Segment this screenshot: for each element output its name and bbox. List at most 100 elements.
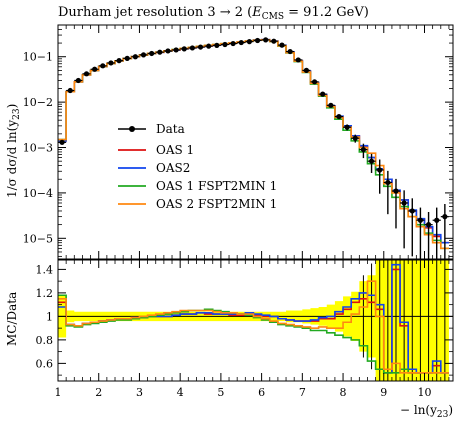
data-point <box>425 222 432 228</box>
x-tick-label: 1 <box>55 386 62 399</box>
data-point <box>311 79 318 85</box>
main-ticks: 10−5 10−4 10−3 10−2 10−1 <box>23 24 453 259</box>
data-point <box>75 77 81 84</box>
data-point <box>197 44 204 50</box>
data-point <box>230 40 236 47</box>
data-point <box>263 37 269 43</box>
data-point <box>393 188 399 194</box>
main-frame <box>57 24 454 260</box>
series-line-oas-1-fspt2min-1 <box>58 39 449 250</box>
data-point <box>368 158 375 164</box>
legend-label-oas2-fspt2min1: OAS 2 FSPT2MIN 1 <box>156 197 277 211</box>
series-line-oas2 <box>58 38 449 244</box>
data-point <box>132 54 138 60</box>
y-tick-label: 10−3 <box>23 142 53 155</box>
x-tick-label: 7 <box>299 386 306 399</box>
legend-item-oas2-fspt2min1: OAS 2 FSPT2MIN 1 <box>118 197 277 211</box>
data-point <box>295 57 301 63</box>
data-point <box>271 38 277 44</box>
data-point <box>92 66 98 72</box>
y-tick-label: 10−4 <box>23 187 53 200</box>
data-points <box>58 37 449 259</box>
ratio-y-axis-label: MC/Data <box>5 292 19 346</box>
data-point <box>409 208 415 214</box>
data-point <box>149 50 155 57</box>
data-point <box>181 46 187 52</box>
series-line-oas-1 <box>58 38 449 244</box>
legend: Data OAS 1 OAS2 OAS 1 FSPT2MIN 1 OAS 2 F… <box>118 122 277 211</box>
main-panel: 10−5 10−4 10−3 10−2 10−1 1/σ dσ/d ln(y23) <box>5 24 454 260</box>
main-series <box>58 38 449 250</box>
data-point <box>401 200 407 206</box>
x-tick-label: 3 <box>136 386 143 399</box>
data-point <box>140 52 147 58</box>
data-point <box>336 113 342 120</box>
data-point <box>173 47 179 53</box>
data-point <box>352 135 358 141</box>
legend-label-oas1-fspt2min1: OAS 1 FSPT2MIN 1 <box>156 179 277 193</box>
data-point <box>417 217 424 223</box>
data-point <box>189 45 195 51</box>
data-point <box>124 55 130 61</box>
x-tick-label: 6 <box>258 386 265 399</box>
y-tick-label: 10−5 <box>23 232 53 245</box>
data-point <box>83 71 90 77</box>
ratio-ticks: 0.6 0.8 1 1.2 1.4 1 2 3 4 5 6 7 8 9 10 <box>36 260 453 399</box>
ratio-line-oas-2-fspt2min-1 <box>58 280 449 374</box>
data-point <box>344 124 350 130</box>
legend-marker-data <box>129 126 135 132</box>
y-tick-label: 10−2 <box>23 96 53 109</box>
data-point <box>303 67 310 73</box>
data-point <box>377 167 383 173</box>
data-point <box>59 139 65 145</box>
data-point <box>67 87 73 94</box>
data-point <box>222 41 228 48</box>
ratio-y-tick-label: 0.6 <box>36 357 54 370</box>
legend-item-oas2: OAS2 <box>118 161 190 175</box>
ratio-y-tick-label: 1 <box>46 310 53 323</box>
series-line-oas-2-fspt2min-1 <box>58 39 449 250</box>
x-tick-label: 8 <box>340 386 347 399</box>
legend-item-oas1-fspt2min1: OAS 1 FSPT2MIN 1 <box>118 179 277 193</box>
data-point <box>165 48 171 54</box>
legend-label-oas2: OAS2 <box>156 161 190 175</box>
data-point <box>320 91 326 97</box>
legend-label-data: Data <box>156 122 185 136</box>
data-point <box>360 146 367 153</box>
data-point <box>100 63 106 69</box>
x-axis-label: − ln(y23) <box>400 403 453 420</box>
x-tick-label: 4 <box>177 386 184 399</box>
ratio-y-tick-label: 0.8 <box>36 334 54 347</box>
data-point <box>254 37 261 44</box>
chart-title: Durham jet resolution 3 → 2 (ECMS = 91.2… <box>58 5 369 22</box>
legend-item-oas1: OAS 1 <box>118 143 194 157</box>
data-point <box>279 42 285 48</box>
data-point <box>157 49 163 55</box>
x-tick-label: 2 <box>95 386 102 399</box>
legend-item-data: Data <box>118 122 185 136</box>
y-tick-label: 10−1 <box>23 51 53 64</box>
data-point <box>206 43 212 49</box>
y-axis-label: 1/σ dσ/d ln(y23) <box>5 104 22 198</box>
data-point <box>238 39 244 46</box>
data-point <box>116 58 122 64</box>
data-point <box>442 214 448 220</box>
data-point <box>434 217 440 223</box>
ratio-y-tick-label: 1.4 <box>36 263 54 276</box>
ratio-frame <box>57 259 454 382</box>
x-tick-label: 5 <box>217 386 224 399</box>
data-point <box>385 179 391 186</box>
data-point <box>108 60 114 66</box>
data-point <box>214 42 220 48</box>
ratio-panel: 0.6 0.8 1 1.2 1.4 1 2 3 4 5 6 7 8 9 10 MC/Data − ln(y2… <box>5 259 454 420</box>
ratio-series <box>58 260 449 381</box>
data-point <box>287 48 293 55</box>
data-point <box>246 39 252 45</box>
ratio-y-tick-label: 1.2 <box>36 287 54 300</box>
uncertainty-band-area <box>58 260 449 381</box>
x-tick-label: 9 <box>380 386 387 399</box>
data-point <box>328 102 334 108</box>
x-tick-label: 10 <box>417 386 431 399</box>
legend-label-oas1: OAS 1 <box>156 143 194 157</box>
